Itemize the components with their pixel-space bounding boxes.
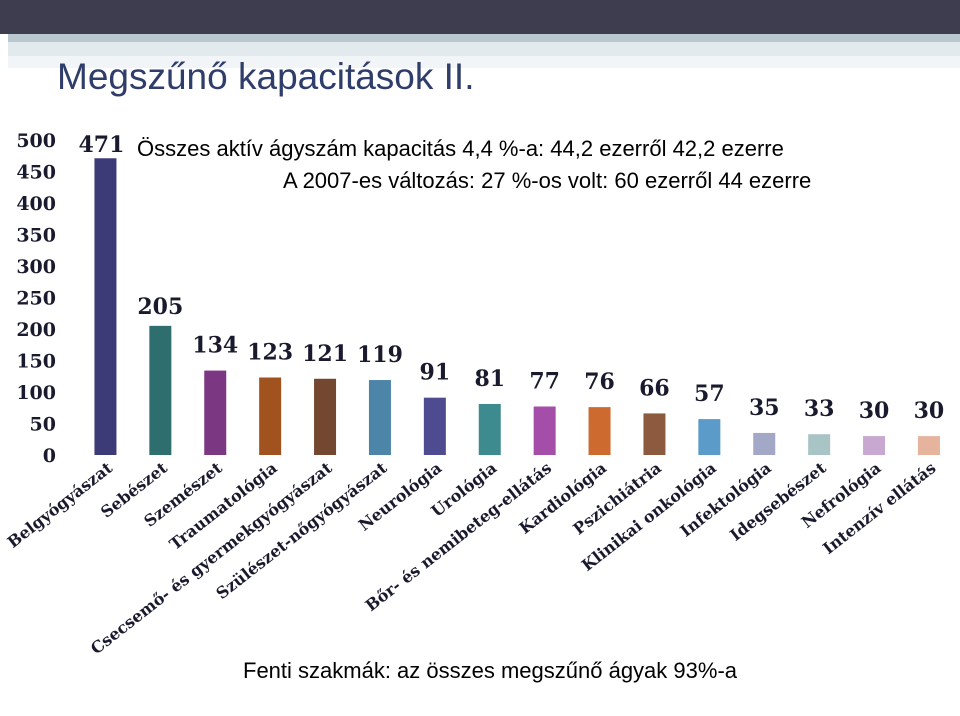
data-label: 30: [914, 398, 945, 424]
data-label: 119: [357, 342, 403, 368]
y-tick-label: 350: [16, 225, 56, 247]
bar: [533, 406, 556, 455]
data-label: 121: [302, 341, 348, 367]
data-label: 134: [192, 333, 238, 359]
bars: [94, 158, 940, 455]
data-label: 77: [529, 368, 560, 394]
category-label: Idegsebészet: [726, 458, 830, 545]
data-label: 205: [137, 294, 183, 320]
annotation-2007-change: A 2007-es változás: 27 %-os volt: 60 eze…: [283, 168, 812, 193]
footer-note: Fenti szakmák: az összes megszűnő ágyak …: [243, 658, 738, 683]
y-tick-label: 400: [16, 193, 56, 215]
data-label: 76: [584, 369, 615, 395]
page-title: Megszűnő kapacitások II.: [57, 56, 475, 97]
bar: [808, 434, 831, 455]
bar: [917, 436, 940, 455]
data-label: 35: [749, 395, 780, 421]
data-label: 123: [247, 340, 293, 366]
bar: [149, 325, 172, 455]
y-tick-label: 450: [16, 162, 56, 184]
bar: [314, 378, 337, 455]
data-label: 66: [639, 375, 670, 401]
y-tick-label: 200: [16, 319, 56, 341]
bar: [753, 432, 776, 455]
data-label: 81: [474, 366, 505, 392]
category-labels: BelgyógyászatSebészetSzemészetTraumatoló…: [4, 458, 940, 658]
bar: [643, 413, 666, 455]
data-label: 91: [420, 360, 451, 386]
y-axis-ticks: 0 50 100 150 200 250 300 350 400 450 500: [16, 130, 56, 467]
data-labels: 471 205 134 123 121 119 91 81 77 76 66 57 35 33 30 30: [78, 132, 944, 424]
header-stripe: [8, 34, 960, 42]
data-label: 471: [78, 132, 124, 158]
y-tick-label: 250: [16, 288, 56, 310]
bar: [259, 377, 282, 455]
bar: [204, 370, 227, 455]
bar: [698, 419, 721, 455]
bar: [423, 397, 446, 455]
y-tick-label: 500: [16, 130, 56, 152]
bar: [478, 403, 501, 455]
bar: [94, 158, 117, 455]
data-label: 57: [694, 381, 725, 407]
data-label: 30: [859, 398, 890, 424]
y-tick-label: 0: [43, 445, 56, 467]
bar: [863, 436, 886, 455]
data-label: 33: [804, 396, 835, 422]
annotation-total-capacity: Összes aktív ágyszám kapacitás 4,4 %-a: …: [137, 136, 784, 161]
bar: [368, 380, 391, 455]
y-tick-label: 150: [16, 351, 56, 373]
header-stripe-light: [8, 42, 960, 56]
y-tick-label: 300: [16, 256, 56, 278]
header-stripe-lightest: [8, 56, 960, 68]
bar: [588, 407, 611, 455]
title-bar-background: [0, 0, 960, 34]
y-tick-label: 100: [16, 382, 56, 404]
y-tick-label: 50: [30, 414, 56, 436]
